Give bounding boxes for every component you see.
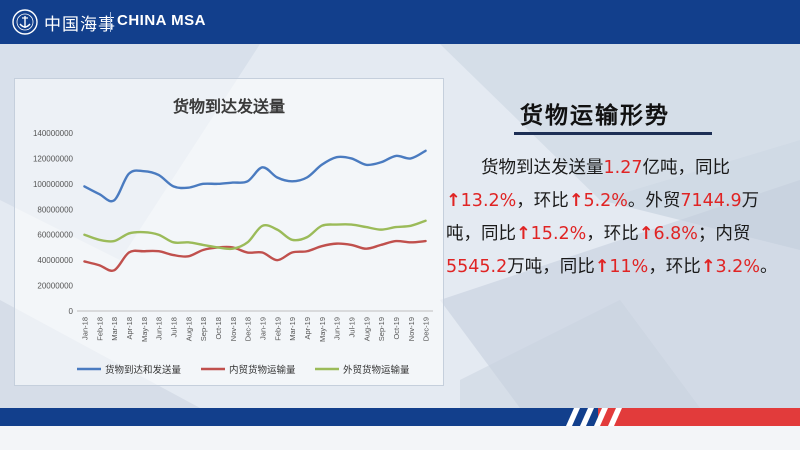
- legend-label: 内贸货物运输量: [229, 364, 296, 376]
- x-tick-label: Mar-19: [288, 317, 297, 341]
- paragraph-text: 。外贸: [627, 191, 681, 211]
- up-arrow-icon: ↑: [516, 224, 531, 244]
- stat-value: 1.27: [603, 158, 643, 178]
- paragraph-text: 万吨，同比: [446, 191, 760, 244]
- x-tick-label: Sep-18: [199, 317, 208, 341]
- y-tick-label: 140000000: [33, 129, 74, 138]
- footer-slash-pattern: [566, 408, 622, 426]
- x-tick-label: Nov-18: [229, 317, 238, 341]
- x-tick-label: Jul-19: [347, 317, 356, 337]
- paragraph-text: ，环比: [516, 191, 569, 211]
- y-tick-label: 40000000: [37, 256, 73, 265]
- x-tick-label: Oct-18: [214, 317, 223, 340]
- stat-value: 3.2%: [715, 257, 760, 277]
- stat-value: 7144.9: [680, 191, 742, 211]
- up-arrow-icon: ↑: [700, 257, 716, 277]
- stat-value: 15.2%: [530, 224, 587, 244]
- x-tick-label: Feb-18: [95, 317, 104, 341]
- x-tick-label: Apr-18: [125, 317, 134, 340]
- x-tick-label: Oct-19: [392, 317, 401, 340]
- x-tick-label: Jun-19: [333, 317, 342, 340]
- section-heading: 货物运输形势: [520, 103, 670, 129]
- x-tick-label: Jul-18: [169, 317, 178, 337]
- paragraph-text: 。: [759, 257, 778, 277]
- heading-underline: [514, 132, 712, 135]
- stat-value: 13.2%: [460, 191, 517, 211]
- x-tick-label: Nov-19: [407, 317, 416, 341]
- series-line-3: [83, 219, 427, 251]
- paragraph-text: ，环比: [648, 257, 701, 277]
- x-tick-label: Sep-19: [377, 317, 386, 341]
- anchor-emblem-icon: [12, 9, 38, 35]
- stat-value: 11%: [609, 257, 649, 277]
- y-tick-label: 60000000: [37, 231, 73, 240]
- footer-stripe-red: [598, 408, 800, 426]
- x-tick-label: May-18: [140, 317, 149, 342]
- paragraph-text: ；内贸: [697, 224, 751, 244]
- footer-base: [0, 426, 800, 450]
- summary-paragraph: 货物到达发送量1.27亿吨，同比↑13.2%，环比↑5.2%。外贸7144.9万…: [446, 152, 786, 284]
- paragraph-text: 货物到达发送量: [481, 158, 604, 178]
- x-tick-label: Apr-19: [303, 317, 312, 340]
- header-bar: 中国海事 CHINA MSA: [0, 0, 800, 44]
- chart-panel: 0 20000000 40000000 60000000 80000000 1000000…: [14, 78, 444, 386]
- stat-value: 5.2%: [583, 191, 628, 211]
- chart-title: 货物到达发送量: [172, 97, 285, 116]
- legend-label: 货物到达和发送量: [105, 364, 182, 376]
- stat-value: 6.8%: [653, 224, 698, 244]
- y-tick-label: 0: [69, 307, 74, 316]
- x-tick-label: Jan-18: [80, 317, 89, 340]
- y-tick-label: 20000000: [37, 282, 73, 291]
- y-tick-label: 120000000: [33, 154, 74, 163]
- x-tick-label: Aug-19: [362, 317, 371, 341]
- series-line-1: [83, 149, 427, 203]
- up-arrow-icon: ↑: [446, 191, 461, 211]
- x-tick-label: Jun-18: [155, 317, 164, 340]
- x-tick-label: Aug-18: [184, 317, 193, 341]
- stat-value: 5545.2: [446, 257, 508, 277]
- x-tick-label: Dec-19: [422, 317, 431, 341]
- x-tick-label: Dec-18: [244, 317, 253, 341]
- x-tick-label: Jan-19: [258, 317, 267, 340]
- paragraph-text: 亿吨，同比: [642, 158, 730, 178]
- x-tick-label: May-19: [318, 317, 327, 342]
- y-tick-label: 80000000: [37, 205, 73, 214]
- legend-label: 外贸货物运输量: [343, 364, 410, 376]
- logo-divider: [110, 12, 111, 32]
- series-line-2: [83, 239, 427, 272]
- x-tick-label: Feb-19: [273, 317, 282, 341]
- up-arrow-icon: ↑: [568, 191, 584, 211]
- up-arrow-icon: ↑: [638, 224, 654, 244]
- y-tick-label: 100000000: [33, 180, 74, 189]
- paragraph-text: 万吨，同比: [507, 257, 595, 277]
- line-chart: 0 20000000 40000000 60000000 80000000 1000000…: [33, 129, 433, 376]
- org-name-cn: 中国海事: [44, 15, 116, 35]
- up-arrow-icon: ↑: [594, 257, 610, 277]
- org-name-en: CHINA MSA: [117, 12, 206, 29]
- paragraph-text: ，环比: [586, 224, 639, 244]
- x-tick-label: Mar-18: [110, 317, 119, 341]
